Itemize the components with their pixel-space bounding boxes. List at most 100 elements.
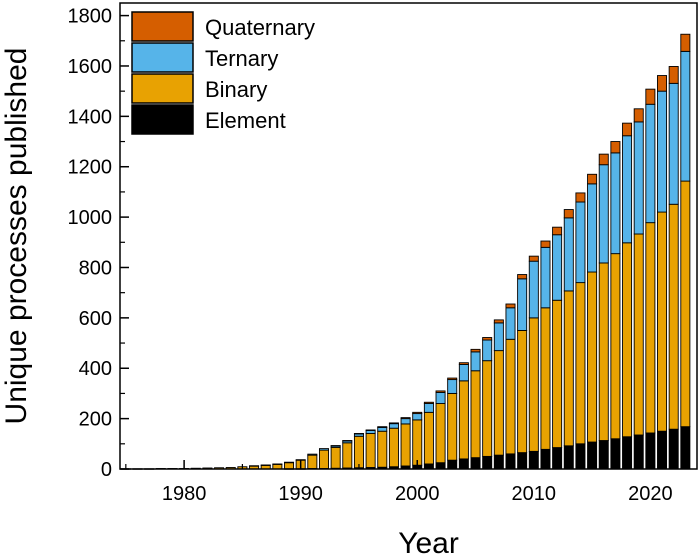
- legend: Quaternary Ternary Binary Element: [131, 11, 315, 135]
- bar-ternary-2005: [470, 351, 481, 372]
- bar-binary-2006: [482, 360, 493, 457]
- bar-element-2018: [622, 436, 633, 470]
- bar-binary-1995: [353, 435, 364, 469]
- bar-binary-2005: [470, 370, 481, 459]
- bar-binary-2023: [680, 180, 691, 428]
- bar-element-2006: [482, 455, 493, 470]
- bar-ternary-1997: [377, 426, 388, 432]
- bar-binary-2008: [505, 338, 516, 455]
- y-tick-label: 800: [79, 257, 112, 279]
- y-tick-label: 1800: [68, 6, 113, 28]
- bar-ternary-2007: [493, 322, 504, 352]
- bar-binary-2003: [447, 392, 458, 461]
- bar-quaternary-2015: [587, 173, 598, 185]
- bar-binary-2021: [657, 211, 668, 432]
- bar-binary-2007: [493, 350, 504, 456]
- bar-ternary-2001: [423, 403, 434, 413]
- bar-ternary-2014: [575, 201, 586, 284]
- bar-ternary-2013: [563, 217, 574, 292]
- bar-binary-2010: [528, 317, 539, 452]
- bar-quaternary-1998: [388, 422, 399, 425]
- bar-ternary-1998: [388, 423, 399, 429]
- bar-ternary-1996: [365, 430, 376, 434]
- bar-quaternary-2014: [575, 192, 586, 203]
- bar-ternary-2000: [412, 413, 423, 421]
- x-axis: 1980 1990 2000 2010 2020: [125, 460, 673, 505]
- x-tick-label: 1980: [162, 483, 207, 505]
- x-tick-label: 2010: [512, 483, 557, 505]
- bar-quaternary-2018: [622, 122, 633, 137]
- y-tick-label: 1400: [68, 106, 113, 128]
- bar-ternary-2010: [528, 260, 539, 319]
- bar-quaternary-2000: [412, 411, 423, 415]
- bar-quaternary-2021: [657, 75, 668, 92]
- y-tick-label: 1600: [68, 56, 113, 78]
- bar-binary-1997: [377, 430, 388, 468]
- bar-ternary-2016: [598, 164, 609, 264]
- bar-ternary-2004: [458, 364, 469, 382]
- bar-element-2007: [493, 454, 504, 470]
- bar-ternary-1999: [400, 418, 411, 425]
- bar-ternary-1987: [260, 464, 271, 466]
- legend-label-quaternary: Quaternary: [205, 15, 315, 40]
- bar-ternary-2006: [482, 339, 493, 362]
- bar-binary-2000: [412, 419, 423, 466]
- bar-binary-2022: [668, 203, 679, 430]
- bar-binary-2017: [610, 253, 621, 440]
- bar-quaternary-2012: [552, 226, 563, 236]
- bar-binary-2020: [645, 222, 656, 434]
- bar-ternary-2019: [633, 121, 644, 235]
- bar-quaternary-1996: [365, 429, 376, 431]
- bar-binary-1996: [365, 433, 376, 468]
- bar-ternary-2008: [505, 307, 516, 340]
- bar-binary-1994: [342, 442, 353, 469]
- bar-quaternary-1999: [400, 417, 411, 420]
- bar-binary-2001: [423, 411, 434, 465]
- plot-frame: [119, 2, 698, 470]
- bar-quaternary-1993: [330, 445, 341, 447]
- legend-label-element: Element: [205, 108, 286, 133]
- bar-ternary-1989: [284, 461, 295, 464]
- bar-binary-1989: [284, 462, 295, 470]
- bar-binary-2002: [435, 403, 446, 464]
- bar-ternary-2017: [610, 152, 621, 255]
- bar-binary-2019: [633, 233, 644, 436]
- bar-quaternary-2003: [447, 377, 458, 381]
- bar-binary-2016: [598, 262, 609, 441]
- bar-binary-2013: [563, 290, 574, 447]
- bar-binary-1992: [318, 449, 329, 469]
- y-tick-label: 0: [101, 459, 112, 481]
- bar-quaternary-2016: [598, 153, 609, 166]
- legend-label-binary: Binary: [205, 77, 267, 102]
- bar-quaternary-2007: [493, 319, 504, 324]
- bar-element-2022: [668, 428, 679, 470]
- bar-ternary-2015: [587, 183, 598, 273]
- bar-ternary-1991: [307, 453, 318, 456]
- y-axis: 0 200 400 600 800 1000 1200 1400 1600 1800: [68, 6, 129, 481]
- y-tick-label: 1200: [68, 157, 113, 179]
- bar-quaternary-1997: [377, 426, 388, 428]
- bar-ternary-2002: [435, 391, 446, 404]
- bar-ternary-2021: [657, 90, 668, 213]
- bar-element-2011: [540, 448, 551, 470]
- bar-quaternary-2005: [470, 348, 481, 353]
- bar-binary-1999: [400, 423, 411, 467]
- legend-swatch-ternary: [131, 42, 194, 73]
- legend-swatch-binary: [131, 73, 194, 104]
- bar-element-2017: [610, 438, 621, 470]
- bar-quaternary-2008: [505, 303, 516, 309]
- bar-quaternary-2010: [528, 255, 539, 262]
- bar-ternary-1986: [249, 465, 260, 467]
- bar-quaternary-2004: [458, 362, 469, 365]
- bar-element-2003: [447, 459, 458, 470]
- bar-element-2023: [680, 426, 691, 470]
- y-axis-title: Unique processes published: [0, 48, 33, 425]
- bar-element-2002: [435, 462, 446, 470]
- bar-quaternary-1995: [353, 433, 364, 435]
- bar-binary-1991: [307, 454, 318, 469]
- bar-element-2019: [633, 434, 644, 470]
- bar-element-2004: [458, 458, 469, 470]
- bar-quaternary-2020: [645, 88, 656, 105]
- bar-binary-2014: [575, 282, 586, 445]
- bar-quaternary-2013: [563, 209, 574, 219]
